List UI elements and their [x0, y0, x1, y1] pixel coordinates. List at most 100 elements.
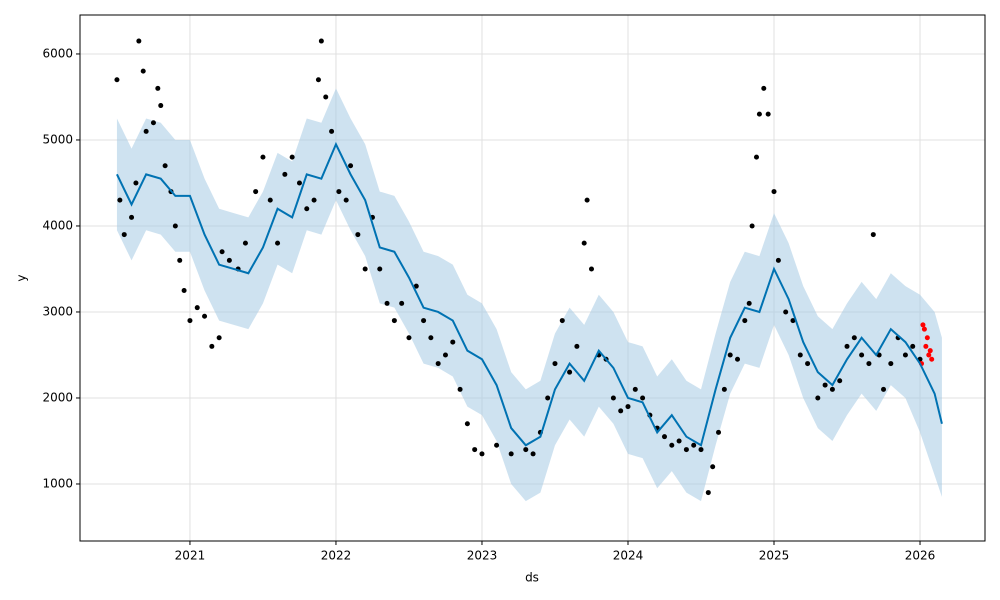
data-point: [929, 356, 935, 362]
data-point: [727, 352, 733, 358]
data-point: [888, 361, 894, 367]
data-point: [924, 335, 930, 341]
data-point: [129, 214, 135, 220]
data-point: [676, 438, 682, 444]
x-tick-label: 2024: [613, 549, 644, 563]
data-point: [202, 313, 208, 319]
data-point: [399, 300, 405, 306]
data-point: [552, 361, 558, 367]
data-point: [194, 305, 200, 311]
data-point: [133, 180, 139, 186]
y-tick-label: 4000: [42, 218, 73, 232]
data-point: [158, 103, 164, 109]
forecast-line: [116, 141, 943, 447]
data-point: [822, 382, 828, 388]
x-tick-label: 2026: [905, 549, 936, 563]
data-point: [253, 189, 259, 195]
data-point: [618, 408, 624, 414]
data-point: [260, 154, 266, 160]
y-tick-label: 2000: [42, 390, 73, 404]
data-point: [377, 266, 383, 272]
x-tick-label: 2021: [175, 549, 206, 563]
data-point: [610, 395, 616, 401]
data-point: [508, 451, 514, 457]
data-point: [829, 386, 835, 392]
data-point: [494, 442, 500, 448]
data-point: [150, 120, 156, 126]
data-point: [923, 343, 929, 349]
data-point: [683, 447, 689, 453]
data-point: [216, 335, 222, 341]
data-point: [881, 386, 887, 392]
data-point: [143, 128, 149, 134]
data-point: [391, 318, 397, 324]
data-point: [343, 197, 349, 203]
data-point: [406, 335, 412, 341]
data-point: [926, 352, 932, 358]
data-point: [661, 434, 667, 440]
x-tick-label: 2025: [759, 549, 790, 563]
data-point: [472, 447, 478, 453]
data-point: [815, 395, 821, 401]
data-point: [530, 451, 536, 457]
data-point: [323, 94, 329, 100]
data-point: [574, 343, 580, 349]
data-point: [348, 163, 354, 169]
data-point: [428, 335, 434, 341]
data-point: [910, 343, 916, 349]
data-point: [559, 318, 565, 324]
data-point: [545, 395, 551, 401]
data-point: [625, 404, 631, 410]
data-point: [282, 171, 288, 177]
data-point: [219, 249, 225, 255]
data-point: [117, 197, 123, 203]
data-point: [114, 77, 120, 83]
data-point: [844, 343, 850, 349]
data-point: [749, 223, 755, 229]
data-point: [742, 318, 748, 324]
data-point: [716, 429, 722, 435]
data-point: [775, 257, 781, 263]
data-point: [581, 240, 587, 246]
data-point: [226, 257, 232, 263]
data-point: [753, 154, 759, 160]
data-point: [790, 318, 796, 324]
data-point: [450, 339, 456, 345]
data-point: [756, 111, 762, 117]
data-point: [710, 464, 716, 470]
data-point: [209, 343, 215, 349]
data-point: [921, 326, 927, 332]
x-tick-label: 2022: [321, 549, 352, 563]
y-tick-label: 1000: [42, 476, 73, 490]
data-point: [632, 386, 638, 392]
data-point: [698, 447, 704, 453]
data-point: [155, 85, 161, 91]
data-point: [329, 128, 335, 134]
data-point: [765, 111, 771, 117]
data-point: [421, 318, 427, 324]
data-point: [523, 447, 529, 453]
data-point: [362, 266, 368, 272]
data-point: [267, 197, 273, 203]
data-point: [413, 283, 419, 289]
data-point: [121, 232, 127, 238]
data-point: [902, 352, 908, 358]
y-tick-label: 3000: [42, 304, 73, 318]
data-point: [735, 356, 741, 362]
y-axis-label: y: [15, 274, 29, 281]
data-point: [318, 38, 324, 44]
x-axis-label: ds: [525, 571, 539, 585]
data-point: [162, 163, 168, 169]
data-point: [479, 451, 485, 457]
data-point: [669, 442, 675, 448]
data-point: [567, 369, 573, 375]
data-point: [275, 240, 281, 246]
y-tick-label: 6000: [42, 46, 73, 60]
data-point: [457, 386, 463, 392]
data-point: [296, 180, 302, 186]
data-point: [797, 352, 803, 358]
data-point: [851, 335, 857, 341]
data-point: [870, 232, 876, 238]
data-point: [187, 318, 193, 324]
